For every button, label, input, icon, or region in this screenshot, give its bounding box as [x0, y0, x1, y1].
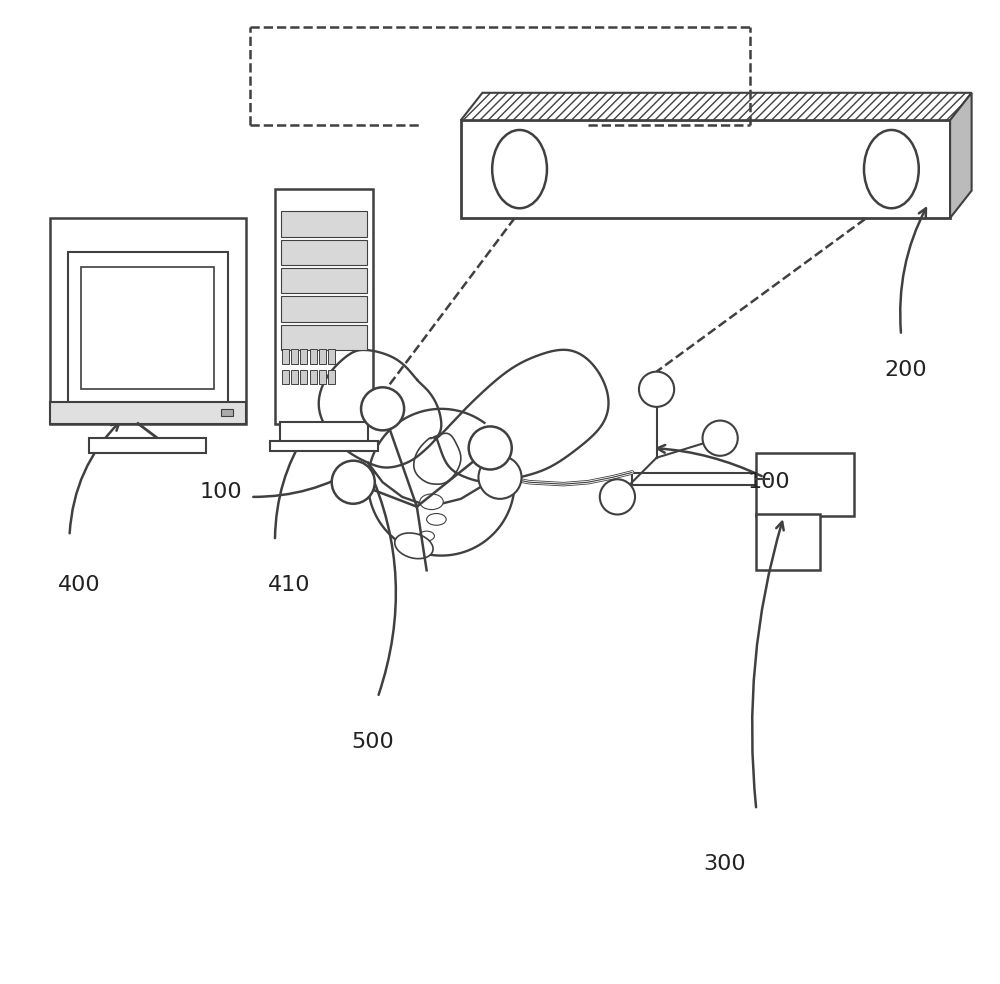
- Ellipse shape: [395, 533, 433, 559]
- Polygon shape: [461, 92, 972, 120]
- FancyBboxPatch shape: [282, 349, 289, 364]
- FancyBboxPatch shape: [282, 370, 289, 385]
- FancyBboxPatch shape: [281, 325, 367, 350]
- FancyBboxPatch shape: [291, 370, 298, 385]
- FancyBboxPatch shape: [310, 370, 317, 385]
- Ellipse shape: [492, 130, 547, 209]
- FancyBboxPatch shape: [310, 349, 317, 364]
- FancyBboxPatch shape: [461, 120, 950, 218]
- FancyBboxPatch shape: [300, 349, 307, 364]
- Ellipse shape: [864, 130, 919, 209]
- Text: 200: 200: [885, 360, 927, 380]
- FancyBboxPatch shape: [319, 370, 326, 385]
- FancyBboxPatch shape: [291, 349, 298, 364]
- Circle shape: [703, 420, 738, 456]
- Ellipse shape: [420, 494, 443, 510]
- FancyBboxPatch shape: [275, 189, 373, 423]
- Text: 300: 300: [704, 854, 746, 874]
- FancyBboxPatch shape: [632, 473, 769, 485]
- FancyBboxPatch shape: [281, 268, 367, 293]
- Circle shape: [332, 461, 375, 504]
- FancyBboxPatch shape: [300, 370, 307, 385]
- Ellipse shape: [419, 531, 434, 541]
- FancyBboxPatch shape: [319, 349, 326, 364]
- FancyBboxPatch shape: [756, 453, 854, 517]
- FancyBboxPatch shape: [756, 514, 820, 571]
- FancyBboxPatch shape: [50, 218, 246, 423]
- FancyBboxPatch shape: [50, 402, 246, 423]
- FancyBboxPatch shape: [68, 252, 228, 404]
- FancyBboxPatch shape: [81, 267, 214, 390]
- Text: 400: 400: [58, 575, 101, 595]
- FancyBboxPatch shape: [89, 438, 206, 453]
- FancyBboxPatch shape: [281, 239, 367, 265]
- FancyBboxPatch shape: [328, 349, 335, 364]
- Circle shape: [600, 479, 635, 515]
- Circle shape: [469, 426, 512, 469]
- FancyBboxPatch shape: [281, 296, 367, 322]
- FancyBboxPatch shape: [281, 212, 367, 236]
- Text: 500: 500: [351, 731, 394, 752]
- FancyBboxPatch shape: [270, 441, 378, 451]
- Bar: [221, 408, 233, 415]
- Ellipse shape: [427, 514, 446, 525]
- Text: 410: 410: [268, 575, 311, 595]
- FancyBboxPatch shape: [280, 421, 368, 443]
- Circle shape: [361, 388, 404, 430]
- Text: 100: 100: [748, 472, 790, 492]
- Text: 100: 100: [200, 482, 242, 502]
- Polygon shape: [950, 92, 972, 218]
- Circle shape: [478, 456, 522, 499]
- Circle shape: [639, 372, 674, 406]
- FancyBboxPatch shape: [328, 370, 335, 385]
